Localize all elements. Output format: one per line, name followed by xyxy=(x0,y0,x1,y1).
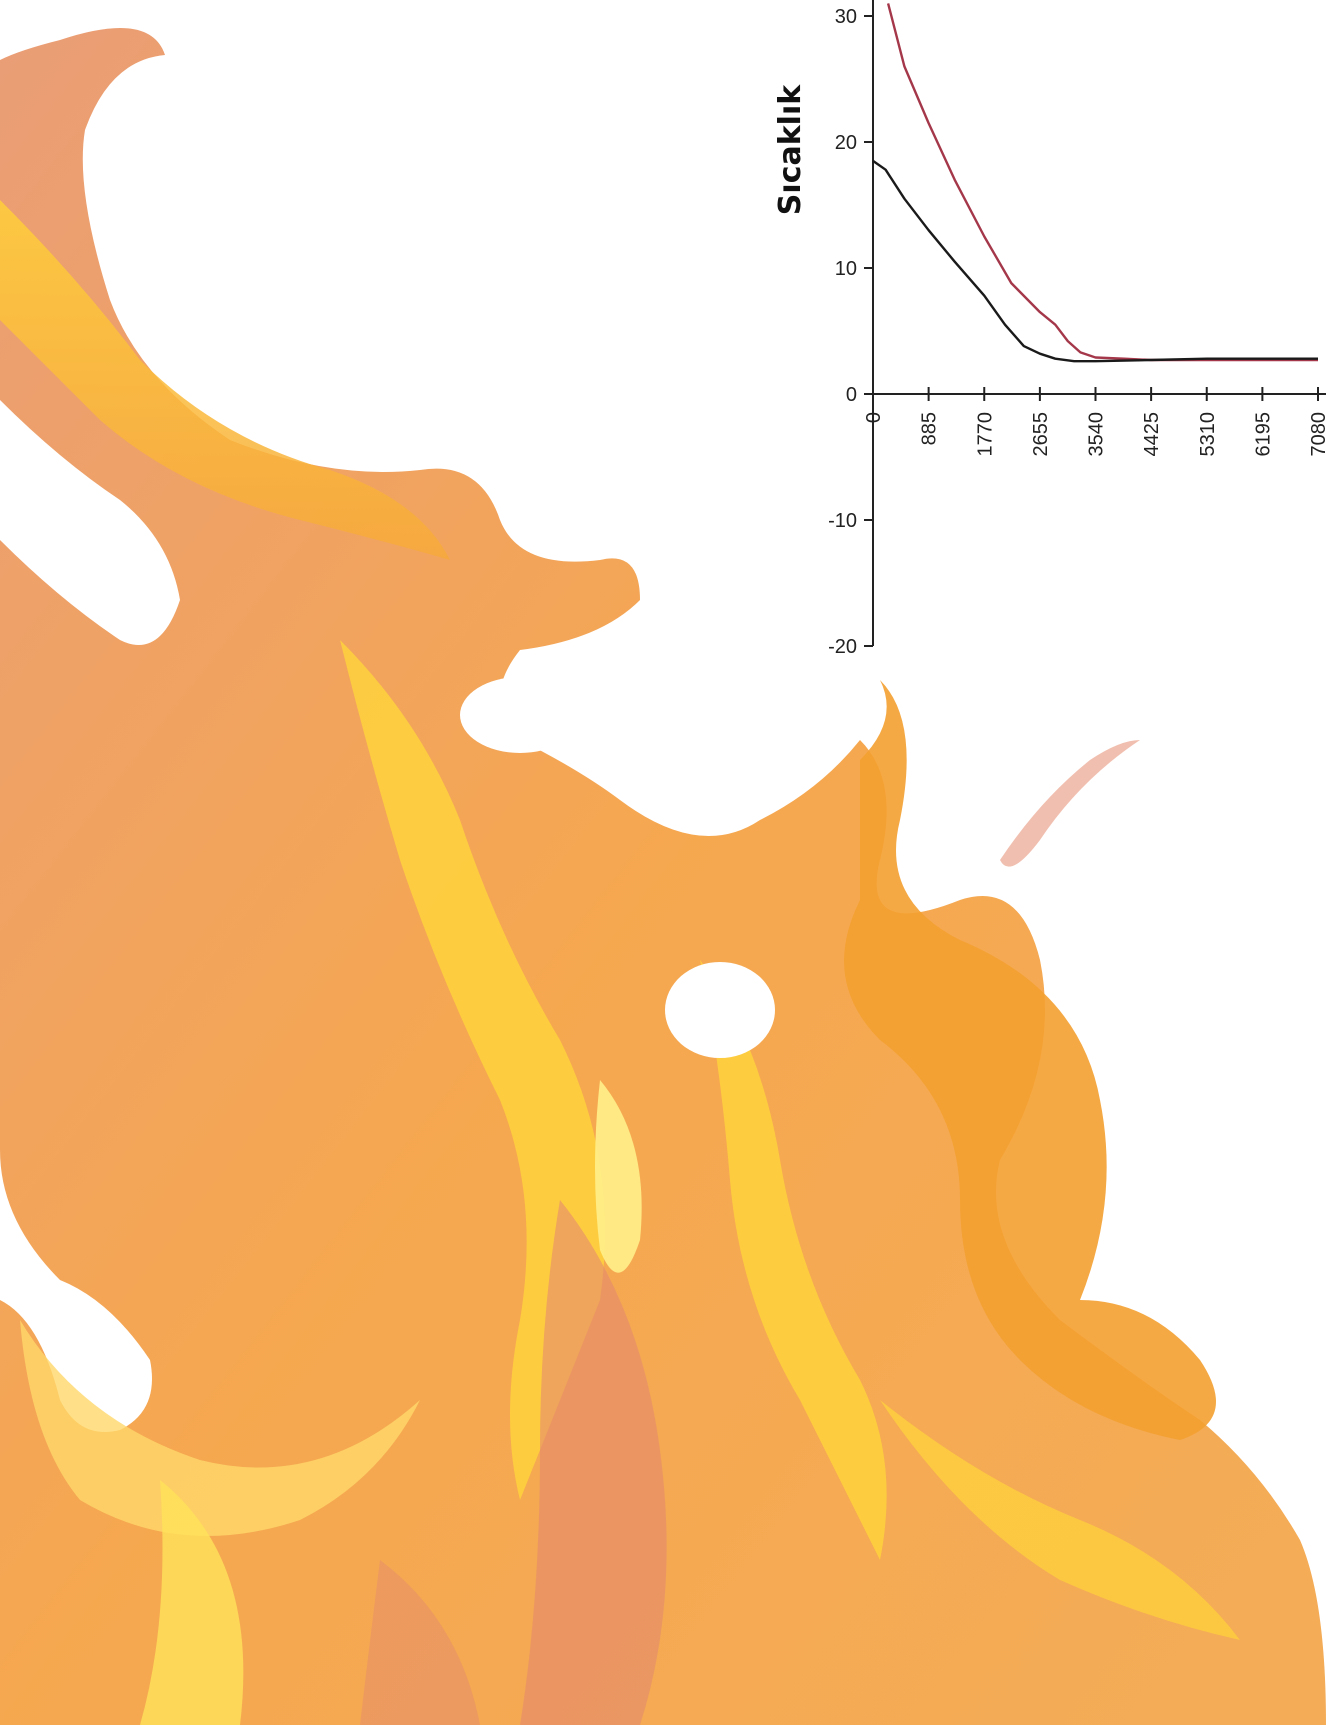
y-tick-label: 30 xyxy=(835,6,857,28)
flame-streak-2 xyxy=(340,640,605,1500)
chart-labels: -20 -10 0 10 20 30 0 885 1770 2655 3540 4425 5310 619… xyxy=(828,6,1326,658)
x-tick-label: 2655 xyxy=(1030,412,1052,457)
y-tick-label: -20 xyxy=(828,636,857,658)
y-axis-label: Sıcaklık xyxy=(773,84,808,215)
x-tick-label: 885 xyxy=(919,412,941,445)
chart-axes xyxy=(864,0,1326,647)
flame-streak-5 xyxy=(140,1480,244,1725)
y-tick-label: 10 xyxy=(835,258,857,280)
x-tick-label: 5310 xyxy=(1197,412,1219,457)
x-tick-label: 4425 xyxy=(1141,412,1163,457)
x-tick-label: 3540 xyxy=(1086,412,1108,457)
y-tick-label: 20 xyxy=(835,132,857,154)
flame-streak-1 xyxy=(0,200,450,560)
flame-shape-right xyxy=(844,680,1216,1440)
flame-highlight-1 xyxy=(595,1080,642,1273)
flame-shade-1 xyxy=(520,1200,667,1725)
x-tick-label: 6195 xyxy=(1252,412,1274,457)
flame-streak-6 xyxy=(880,1400,1240,1640)
x-tick-label: 7080 xyxy=(1308,412,1326,457)
flame-wisp xyxy=(1000,740,1140,867)
flame-hole-1 xyxy=(665,962,775,1058)
flame-hole-2 xyxy=(460,677,580,753)
chart-series xyxy=(872,3,1318,363)
x-tick-label: 0 xyxy=(863,412,885,423)
flame-streak-3 xyxy=(700,960,887,1560)
flame-shade-2 xyxy=(360,1560,480,1725)
flame-streak-4 xyxy=(20,1320,420,1536)
series-line-1 xyxy=(886,3,1318,362)
series-line-2 xyxy=(872,159,1318,363)
y-tick-label: 0 xyxy=(846,384,857,406)
y-tick-label: -10 xyxy=(828,510,857,532)
x-tick-label: 1770 xyxy=(974,412,996,457)
